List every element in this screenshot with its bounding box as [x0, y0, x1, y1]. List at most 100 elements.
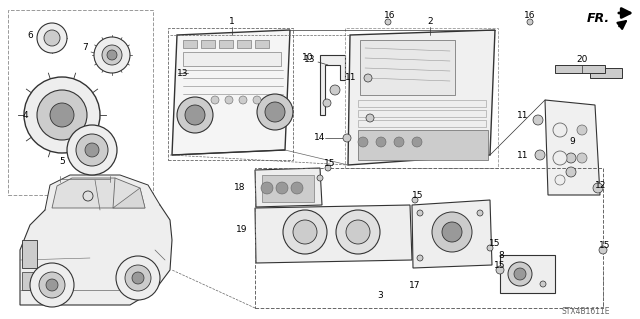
Text: 15: 15 — [489, 239, 500, 248]
Bar — [358, 130, 488, 160]
Circle shape — [291, 182, 303, 194]
Circle shape — [325, 165, 331, 171]
Text: 11: 11 — [345, 73, 356, 83]
Text: 14: 14 — [314, 133, 326, 143]
Bar — [500, 255, 555, 293]
Circle shape — [116, 256, 160, 300]
Polygon shape — [348, 30, 495, 165]
Text: 9: 9 — [569, 137, 575, 146]
Text: 3: 3 — [377, 291, 383, 300]
Text: 1: 1 — [229, 18, 235, 26]
Circle shape — [394, 137, 404, 147]
Circle shape — [24, 77, 100, 153]
Circle shape — [125, 265, 151, 291]
Circle shape — [412, 137, 422, 147]
Circle shape — [442, 222, 462, 242]
Bar — [262, 175, 314, 202]
Circle shape — [177, 97, 213, 133]
Polygon shape — [45, 175, 160, 210]
Circle shape — [599, 246, 607, 254]
Circle shape — [364, 74, 372, 82]
Circle shape — [432, 212, 472, 252]
Circle shape — [185, 105, 205, 125]
Bar — [555, 65, 605, 73]
Circle shape — [346, 220, 370, 244]
Circle shape — [132, 272, 144, 284]
Polygon shape — [113, 188, 145, 208]
Bar — [168, 28, 293, 160]
Circle shape — [527, 19, 533, 25]
Polygon shape — [52, 178, 145, 208]
Circle shape — [555, 175, 565, 185]
Circle shape — [39, 272, 65, 298]
Text: 15: 15 — [412, 190, 424, 199]
Polygon shape — [172, 30, 290, 155]
Bar — [345, 28, 498, 168]
Circle shape — [323, 99, 331, 107]
Circle shape — [566, 153, 576, 163]
Polygon shape — [412, 200, 492, 268]
Text: 7: 7 — [82, 43, 88, 53]
Text: 15: 15 — [599, 241, 611, 249]
Circle shape — [283, 210, 327, 254]
Text: 18: 18 — [234, 183, 246, 192]
Bar — [255, 168, 603, 308]
Bar — [358, 120, 486, 127]
Circle shape — [67, 125, 117, 175]
Circle shape — [261, 182, 273, 194]
Circle shape — [330, 85, 340, 95]
Bar — [358, 110, 486, 117]
Circle shape — [37, 90, 87, 140]
Bar — [183, 40, 197, 48]
Circle shape — [477, 210, 483, 216]
Text: 12: 12 — [595, 181, 607, 189]
Bar — [590, 68, 622, 78]
Circle shape — [94, 37, 130, 73]
Circle shape — [253, 96, 261, 104]
Bar — [201, 40, 215, 48]
Text: 6: 6 — [27, 31, 33, 40]
Text: 15: 15 — [494, 261, 506, 270]
Circle shape — [553, 123, 567, 137]
Circle shape — [46, 279, 58, 291]
Text: STX4B1611E: STX4B1611E — [561, 308, 610, 316]
Circle shape — [107, 50, 117, 60]
Circle shape — [293, 220, 317, 244]
Polygon shape — [20, 190, 172, 305]
Text: 15: 15 — [324, 159, 336, 167]
Circle shape — [366, 114, 374, 122]
Circle shape — [211, 96, 219, 104]
Text: 13: 13 — [177, 69, 189, 78]
Polygon shape — [320, 55, 345, 115]
Circle shape — [417, 255, 423, 261]
Text: 11: 11 — [517, 110, 529, 120]
Circle shape — [44, 30, 60, 46]
Circle shape — [514, 268, 526, 280]
Text: 10: 10 — [302, 54, 314, 63]
Circle shape — [577, 153, 587, 163]
Circle shape — [593, 183, 603, 193]
Bar — [22, 272, 37, 290]
Text: 13: 13 — [304, 56, 316, 64]
Bar — [8, 10, 153, 195]
Circle shape — [225, 96, 233, 104]
Circle shape — [276, 182, 288, 194]
Text: 2: 2 — [427, 18, 433, 26]
Circle shape — [577, 125, 587, 135]
Text: 5: 5 — [59, 158, 65, 167]
Circle shape — [257, 94, 293, 130]
Circle shape — [385, 19, 391, 25]
Circle shape — [30, 263, 74, 307]
Polygon shape — [255, 205, 412, 263]
Text: 20: 20 — [576, 56, 588, 64]
Circle shape — [50, 103, 74, 127]
Bar — [183, 52, 281, 66]
Circle shape — [85, 143, 99, 157]
Text: 16: 16 — [524, 11, 536, 19]
Text: 16: 16 — [384, 11, 396, 19]
Bar — [219, 40, 233, 48]
Circle shape — [76, 134, 108, 166]
FancyArrowPatch shape — [618, 21, 626, 29]
Circle shape — [317, 175, 323, 181]
Circle shape — [336, 210, 380, 254]
